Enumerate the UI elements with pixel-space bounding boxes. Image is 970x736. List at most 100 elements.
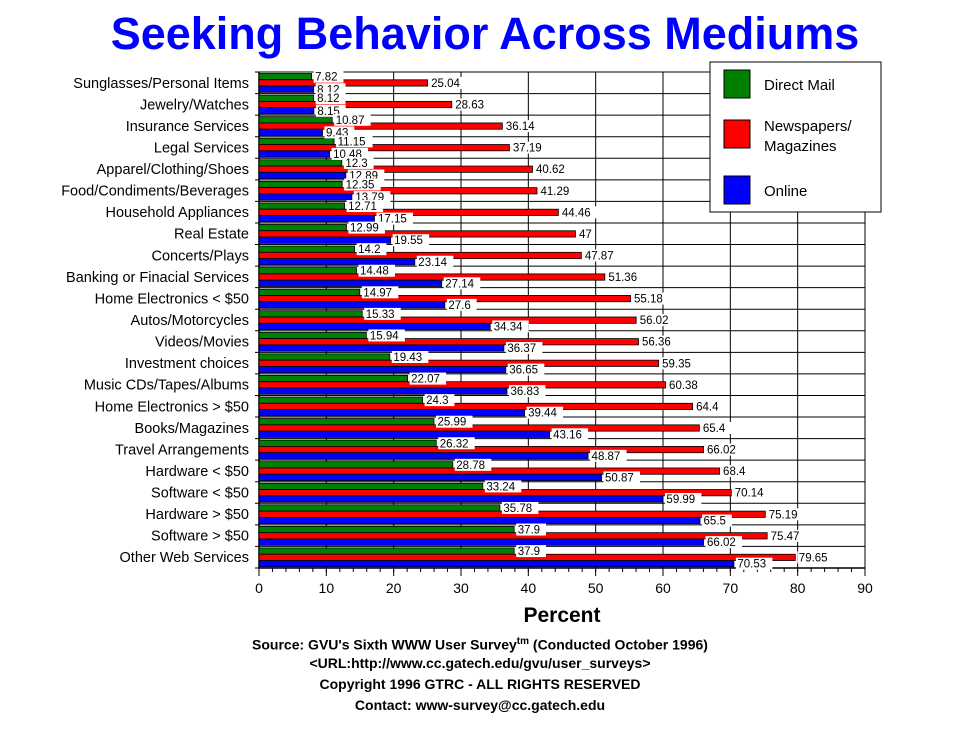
- bar-online: [258, 150, 330, 158]
- bar-online: [258, 85, 315, 93]
- data-label: 17.15: [378, 214, 407, 226]
- bar-online: [258, 387, 508, 395]
- bar-online: [258, 107, 315, 115]
- data-label-bg: [797, 551, 834, 564]
- data-label: 10.87: [336, 115, 365, 127]
- data-label: 75.47: [771, 531, 800, 543]
- bar-direct-mail: [258, 94, 315, 102]
- data-label: 36.83: [510, 386, 539, 398]
- legend-online-swatch: [723, 175, 751, 205]
- data-label: 41.29: [541, 186, 570, 198]
- data-label-bg: [313, 70, 344, 83]
- bar-online: [258, 560, 735, 568]
- data-label-bg: [505, 342, 543, 355]
- data-label-bg: [435, 415, 473, 428]
- bar-direct-mail: [258, 310, 363, 318]
- data-label: 51.36: [608, 272, 637, 284]
- bar-newspapers-magazines: [258, 187, 538, 195]
- data-label: 48.87: [592, 451, 621, 463]
- data-label-bg: [507, 363, 545, 376]
- data-label: 8.12: [317, 93, 339, 105]
- data-label: 37.9: [518, 525, 540, 537]
- data-label-bg: [735, 557, 773, 570]
- data-label-bg: [454, 458, 492, 471]
- bar-online: [258, 452, 589, 460]
- data-label-bg: [392, 234, 430, 247]
- data-label-bg: [701, 421, 732, 434]
- data-label-bg: [446, 298, 477, 311]
- x-tick-label: 50: [588, 580, 604, 596]
- category-label: Banking or Finacial Services: [66, 270, 249, 286]
- category-label: Travel Arrangements: [115, 442, 249, 458]
- copyright: Copyright 1996 GTRC - ALL RIGHTS RESERVE…: [319, 676, 641, 692]
- bar-newspapers-magazines: [258, 273, 606, 281]
- data-label: 44.46: [562, 207, 591, 219]
- bar-online: [258, 366, 507, 374]
- bar-direct-mail: [258, 482, 484, 490]
- data-label: 7.82: [315, 72, 337, 84]
- x-axis-title: Percent: [523, 604, 600, 627]
- data-label: 59.99: [666, 494, 695, 506]
- bar-newspapers-magazines: [258, 532, 768, 540]
- data-label: 37.9: [518, 546, 540, 558]
- data-label: 66.02: [707, 537, 736, 549]
- data-label: 27.14: [445, 278, 474, 290]
- data-label: 47: [579, 229, 592, 241]
- bar-newspapers-magazines: [258, 381, 666, 389]
- data-label: 28.78: [456, 460, 485, 472]
- bar-direct-mail: [258, 353, 391, 361]
- bar-online: [258, 322, 491, 331]
- category-label: Food/Condiments/Beverages: [61, 184, 249, 200]
- data-label: 12.35: [346, 179, 375, 191]
- data-label: 65.4: [703, 423, 726, 435]
- bar-direct-mail: [258, 180, 343, 189]
- data-label-bg: [769, 529, 806, 542]
- data-label: 15.33: [366, 309, 395, 321]
- data-label-bg: [346, 200, 384, 213]
- x-tick-label: 60: [655, 580, 671, 596]
- data-label: 59.35: [662, 358, 691, 370]
- x-tick-label: 10: [319, 580, 335, 596]
- bar-direct-mail: [258, 224, 347, 232]
- legend-direct-mail-label: Direct Mail: [764, 77, 835, 94]
- data-label-bg: [721, 465, 752, 478]
- bar-online: [258, 409, 525, 417]
- data-label: 36.37: [507, 343, 536, 355]
- data-label-bg: [705, 536, 743, 549]
- data-label: 25.04: [431, 78, 460, 90]
- data-label-bg: [416, 255, 454, 268]
- category-label: Books/Magazines: [135, 421, 249, 437]
- data-label-bg: [409, 372, 447, 385]
- bar-newspapers-magazines: [258, 165, 533, 173]
- data-label: 60.38: [669, 380, 698, 392]
- data-label: 19.43: [393, 352, 422, 364]
- bar-direct-mail: [258, 547, 515, 555]
- bar-direct-mail: [258, 245, 356, 253]
- data-label-bg: [508, 385, 546, 398]
- data-label-bg: [356, 243, 387, 256]
- data-label: 11.15: [338, 136, 366, 148]
- data-label: 40.62: [536, 164, 565, 176]
- data-label: 56.02: [640, 315, 669, 327]
- data-label: 36.65: [509, 365, 538, 377]
- data-label: 33.24: [486, 481, 515, 493]
- data-label: 66.02: [707, 445, 736, 457]
- data-label-bg: [364, 307, 401, 320]
- x-tick-label: 70: [723, 580, 739, 596]
- data-label: 14.2: [358, 244, 380, 256]
- legend-newspapers-label: Newspapers/: [764, 118, 852, 135]
- category-label: Videos/Movies: [155, 335, 249, 351]
- bar-newspapers-magazines: [258, 359, 660, 367]
- bar-online: [258, 128, 323, 136]
- bar-direct-mail: [258, 331, 367, 339]
- source-date: (Conducted October 1996): [529, 636, 708, 653]
- data-label: 56.36: [642, 337, 671, 349]
- data-label: 50.87: [605, 472, 634, 484]
- legend-online-label: Online: [764, 183, 807, 200]
- data-label-bg: [343, 156, 374, 169]
- data-label-bg: [664, 492, 702, 505]
- data-label: 14.48: [360, 266, 389, 278]
- category-label: Music CDs/Tapes/Albums: [84, 378, 249, 394]
- data-label: 23.14: [418, 257, 447, 269]
- data-label-bg: [534, 163, 572, 176]
